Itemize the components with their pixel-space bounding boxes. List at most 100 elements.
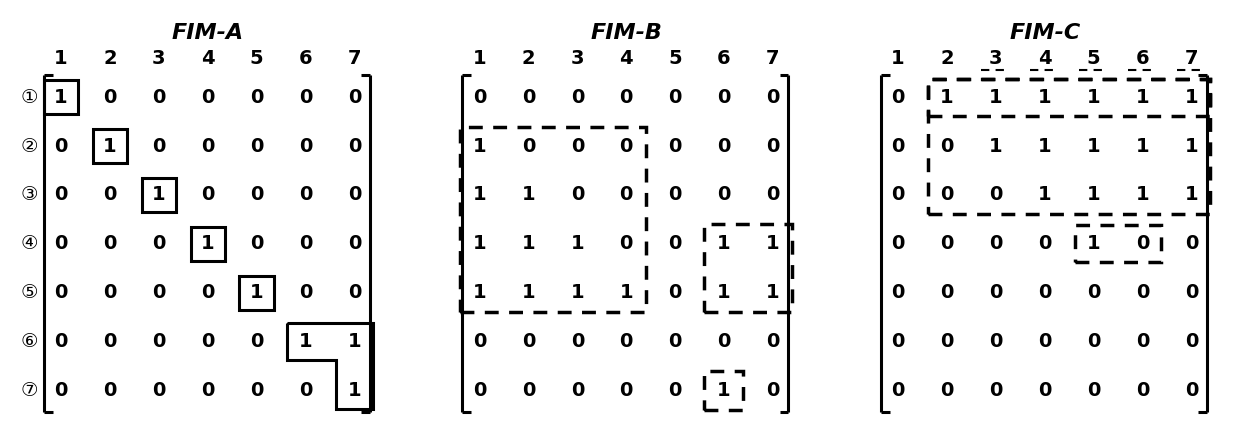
Text: 0: 0	[1184, 381, 1198, 400]
Text: 0: 0	[347, 88, 361, 107]
Text: ⑦: ⑦	[21, 381, 38, 400]
Text: 0: 0	[766, 88, 780, 107]
Text: 0: 0	[103, 381, 117, 400]
Text: 0: 0	[620, 381, 632, 400]
Text: 0: 0	[892, 234, 905, 253]
Text: 0: 0	[940, 381, 954, 400]
Text: FIM-A: FIM-A	[171, 23, 244, 43]
Text: ②: ②	[21, 137, 38, 156]
Text: 0: 0	[299, 381, 312, 400]
Text: ⑥: ⑥	[21, 332, 38, 351]
Text: 0: 0	[940, 234, 954, 253]
Text: 3: 3	[990, 49, 1003, 68]
Text: 0: 0	[990, 283, 1002, 302]
Text: 0: 0	[892, 332, 905, 351]
Text: 0: 0	[892, 137, 905, 156]
Bar	[929, 79, 1210, 116]
Text: 0: 0	[299, 234, 312, 253]
Text: 0: 0	[620, 88, 632, 107]
Text: 6: 6	[717, 49, 730, 68]
Text: 0: 0	[1038, 381, 1052, 400]
Text: 0: 0	[717, 137, 730, 156]
Text: 0: 0	[201, 381, 215, 400]
Text: 1: 1	[1184, 186, 1198, 204]
Text: ⑤: ⑤	[21, 283, 38, 302]
Text: 0: 0	[299, 88, 312, 107]
Text: 0: 0	[153, 332, 165, 351]
Text: 0: 0	[1136, 332, 1149, 351]
Text: 0: 0	[620, 332, 632, 351]
Text: 1: 1	[55, 88, 68, 107]
Text: 0: 0	[55, 381, 68, 400]
Text: 1: 1	[1038, 137, 1052, 156]
Text: 0: 0	[103, 332, 117, 351]
Text: 1: 1	[620, 283, 632, 302]
Text: 1: 1	[892, 49, 905, 68]
Text: 0: 0	[153, 283, 165, 302]
Text: 1: 1	[1086, 88, 1100, 107]
Text: 0: 0	[55, 283, 68, 302]
Text: 0: 0	[1136, 283, 1149, 302]
Text: 1: 1	[55, 49, 68, 68]
Text: 0: 0	[201, 332, 215, 351]
Bar	[704, 371, 744, 410]
Text: 0: 0	[892, 283, 905, 302]
Text: 1: 1	[1136, 137, 1149, 156]
Text: 1: 1	[1038, 88, 1052, 107]
Text: 0: 0	[717, 88, 730, 107]
Text: 1: 1	[570, 283, 584, 302]
Text: 0: 0	[250, 186, 263, 204]
Text: 0: 0	[55, 186, 68, 204]
Text: 1: 1	[1038, 186, 1052, 204]
Text: 0: 0	[472, 332, 486, 351]
Text: 0: 0	[668, 137, 682, 156]
Text: 0: 0	[103, 234, 117, 253]
Text: 0: 0	[990, 186, 1002, 204]
Text: 0: 0	[766, 186, 780, 204]
Text: 0: 0	[620, 186, 632, 204]
Text: 4: 4	[201, 49, 215, 68]
Text: 0: 0	[668, 381, 682, 400]
Text: 1: 1	[940, 88, 954, 107]
Text: 3: 3	[153, 49, 166, 68]
Text: 0: 0	[201, 283, 215, 302]
Text: 1: 1	[990, 88, 1003, 107]
Text: 2: 2	[103, 49, 117, 68]
Text: 0: 0	[668, 88, 682, 107]
Text: 1: 1	[522, 234, 536, 253]
Text: 1: 1	[1184, 88, 1198, 107]
Text: 0: 0	[153, 137, 165, 156]
Text: 0: 0	[55, 234, 68, 253]
Text: 3: 3	[570, 49, 584, 68]
Text: 0: 0	[1136, 234, 1149, 253]
Text: 7: 7	[1184, 49, 1198, 68]
Text: 0: 0	[668, 332, 682, 351]
Text: 0: 0	[940, 283, 954, 302]
Text: 0: 0	[990, 234, 1002, 253]
Text: 1: 1	[103, 137, 117, 156]
Text: 1: 1	[153, 186, 166, 204]
Text: 0: 0	[153, 88, 165, 107]
Text: 1: 1	[766, 234, 780, 253]
Text: 4: 4	[620, 49, 632, 68]
Text: 1: 1	[1136, 186, 1149, 204]
Bar	[929, 79, 1210, 214]
Text: 0: 0	[103, 283, 117, 302]
Text: 1: 1	[1086, 186, 1100, 204]
Text: 1: 1	[717, 283, 730, 302]
Text: 1: 1	[717, 234, 730, 253]
Text: 1: 1	[347, 381, 361, 400]
Text: 0: 0	[766, 332, 780, 351]
Text: 0: 0	[153, 381, 165, 400]
Text: 0: 0	[299, 137, 312, 156]
Text: 1: 1	[472, 137, 486, 156]
Text: 0: 0	[668, 234, 682, 253]
Text: 0: 0	[1087, 283, 1100, 302]
Text: 1: 1	[472, 186, 486, 204]
Text: 0: 0	[55, 332, 68, 351]
Text: 2: 2	[522, 49, 536, 68]
Text: 0: 0	[940, 332, 954, 351]
Bar	[141, 178, 176, 212]
Text: 5: 5	[668, 49, 682, 68]
Text: 0: 0	[472, 88, 486, 107]
